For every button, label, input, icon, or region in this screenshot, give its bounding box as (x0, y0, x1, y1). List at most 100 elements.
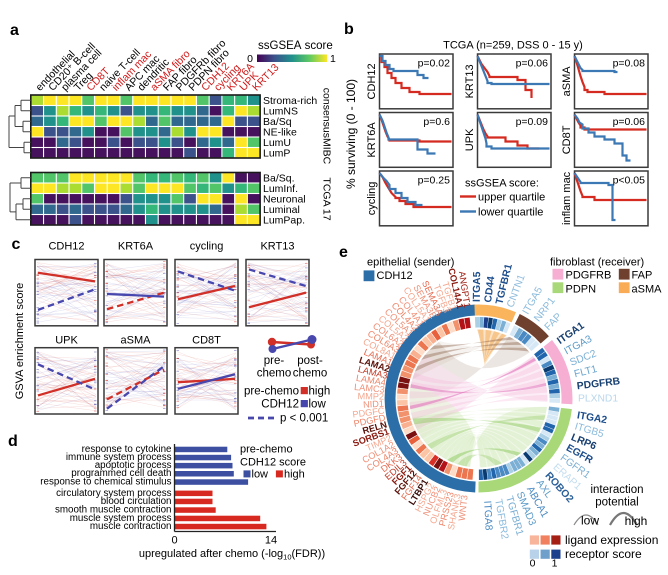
svg-text:p=0.6: p=0.6 (423, 116, 450, 128)
svg-text:PDPN: PDPN (566, 283, 597, 295)
svg-text:muscle contraction: muscle contraction (90, 521, 172, 532)
svg-text:LumNS: LumNS (263, 106, 298, 118)
svg-text:aSMA: aSMA (561, 66, 573, 97)
svg-text:UPK: UPK (464, 128, 476, 151)
svg-text:FAP: FAP (632, 270, 653, 282)
svg-text:Neuronal: Neuronal (263, 194, 306, 206)
svg-text:0: 0 (247, 53, 253, 65)
svg-text:apoptotic process: apoptotic process (95, 460, 172, 471)
svg-text:immune system process: immune system process (66, 452, 172, 463)
svg-text:LumInf.: LumInf. (263, 183, 298, 195)
svg-text:p=0.25: p=0.25 (418, 175, 451, 187)
svg-text:epithelial (sender): epithelial (sender) (367, 257, 454, 269)
svg-text:0: 0 (530, 558, 536, 570)
svg-text:MMP2: MMP2 (357, 391, 384, 402)
svg-text:PDGFC: PDGFC (352, 406, 386, 420)
svg-text:p=0.08: p=0.08 (613, 58, 646, 70)
svg-text:NE-like: NE-like (263, 127, 297, 139)
svg-text:KRT6A: KRT6A (118, 241, 154, 253)
svg-text:CD8T: CD8T (192, 335, 221, 347)
svg-text:response to cytokine: response to cytokine (82, 444, 172, 455)
svg-text:cycling: cycling (190, 241, 224, 253)
svg-text:LumP: LumP (263, 148, 290, 160)
svg-text:pre-chemo: pre-chemo (240, 444, 293, 456)
svg-text:high: high (284, 469, 305, 481)
svg-text:LAMA4: LAMA4 (355, 373, 386, 388)
svg-text:cycling: cycling (366, 182, 378, 216)
svg-text:b: b (344, 21, 354, 38)
svg-text:Stroma-rich: Stroma-rich (263, 95, 317, 107)
svg-text:LAMC3: LAMC3 (354, 382, 385, 395)
svg-text:CD8T: CD8T (561, 125, 573, 154)
svg-text:WNT3: WNT3 (457, 494, 470, 521)
svg-text:CDH12 score: CDH12 score (240, 457, 306, 469)
svg-text:NID1: NID1 (363, 399, 384, 410)
svg-text:LumU: LumU (263, 137, 291, 149)
svg-text:14: 14 (265, 535, 277, 547)
svg-text:KRT13: KRT13 (260, 241, 294, 253)
svg-text:e: e (339, 244, 348, 261)
svg-text:low: low (581, 514, 599, 528)
svg-text:ITGA2: ITGA2 (576, 410, 608, 426)
svg-text:upper quartile: upper quartile (478, 192, 545, 204)
svg-text:blood circulation: blood circulation (101, 496, 172, 507)
svg-text:PDGFRB: PDGFRB (566, 270, 612, 282)
svg-text:PLXND1: PLXND1 (578, 394, 618, 405)
svg-text:high: high (625, 514, 648, 528)
svg-text:Ba/Sq.: Ba/Sq. (263, 173, 295, 185)
svg-text:1: 1 (330, 53, 336, 65)
svg-text:0: 0 (171, 535, 177, 547)
svg-text:interaction: interaction (590, 484, 643, 496)
svg-text:circulatory system process: circulatory system process (56, 488, 172, 499)
svg-text:CDH12: CDH12 (48, 241, 84, 253)
svg-text:upregulated after chemo (-log1: upregulated after chemo (-log10(FDR)) (139, 548, 325, 562)
svg-text:CDH12: CDH12 (366, 63, 378, 99)
svg-text:Ba/Sq: Ba/Sq (263, 116, 292, 128)
svg-text:muscle system process: muscle system process (70, 513, 172, 524)
svg-text:programmed cell death: programmed cell death (71, 468, 171, 479)
svg-text:lower quartile: lower quartile (478, 207, 543, 219)
svg-text:CD44: CD44 (483, 275, 497, 303)
svg-text:1: 1 (552, 558, 558, 570)
svg-text:high: high (309, 386, 331, 398)
svg-text:ITGA8: ITGA8 (481, 500, 494, 531)
svg-text:d: d (8, 433, 18, 450)
svg-text:KRT13: KRT13 (464, 64, 476, 98)
svg-text:CDH12: CDH12 (377, 270, 413, 282)
svg-text:ssGSEA score: ssGSEA score (258, 40, 333, 52)
svg-text:ITGA5: ITGA5 (472, 271, 483, 302)
svg-text:low: low (252, 469, 269, 481)
svg-text:pre-chemo: pre-chemo (244, 386, 299, 398)
svg-text:LumPap.: LumPap. (263, 215, 305, 227)
svg-text:aSMA: aSMA (121, 335, 152, 347)
svg-text:p=0.02: p=0.02 (418, 58, 451, 70)
svg-text:GSVA enrichment score: GSVA enrichment score (14, 283, 26, 400)
svg-text:response to chemical stimulus: response to chemical stimulus (40, 477, 171, 488)
svg-text:Luminal: Luminal (263, 204, 300, 216)
svg-text:c: c (12, 236, 21, 253)
svg-text:TCGA (n=259, DSS 0 - 15 y): TCGA (n=259, DSS 0 - 15 y) (443, 40, 583, 52)
svg-text:ssGSEA score:: ssGSEA score: (465, 178, 539, 190)
svg-text:% surviving (0 - 100): % surviving (0 - 100) (344, 79, 358, 189)
svg-text:CDH12: CDH12 (261, 399, 299, 411)
svg-text:chemo: chemo (293, 368, 328, 380)
svg-text:pre-: pre- (264, 355, 285, 367)
svg-text:low: low (309, 399, 327, 411)
svg-text:p=0.06: p=0.06 (516, 58, 549, 70)
svg-text:PDGFRB: PDGFRB (576, 376, 621, 392)
svg-text:a: a (10, 22, 19, 39)
svg-text:consensusMIBC: consensusMIBC (321, 88, 333, 165)
svg-text:potential: potential (595, 497, 638, 509)
svg-text:aSMA: aSMA (632, 283, 663, 295)
svg-text:inflam mac: inflam mac (561, 171, 573, 225)
svg-text:UPK: UPK (55, 335, 78, 347)
svg-text:p<0.05: p<0.05 (613, 175, 646, 187)
svg-text:smooth muscle contraction: smooth muscle contraction (55, 505, 172, 516)
svg-text:p=0.09: p=0.09 (516, 116, 549, 128)
svg-text:fibroblast (receiver): fibroblast (receiver) (550, 257, 644, 269)
svg-text:ligand expression: ligand expression (565, 533, 658, 547)
svg-text:post-: post- (297, 355, 323, 367)
svg-text:KRT6A: KRT6A (366, 122, 378, 158)
svg-text:TCGA 17: TCGA 17 (321, 177, 333, 220)
svg-text:p=0.06: p=0.06 (613, 116, 646, 128)
